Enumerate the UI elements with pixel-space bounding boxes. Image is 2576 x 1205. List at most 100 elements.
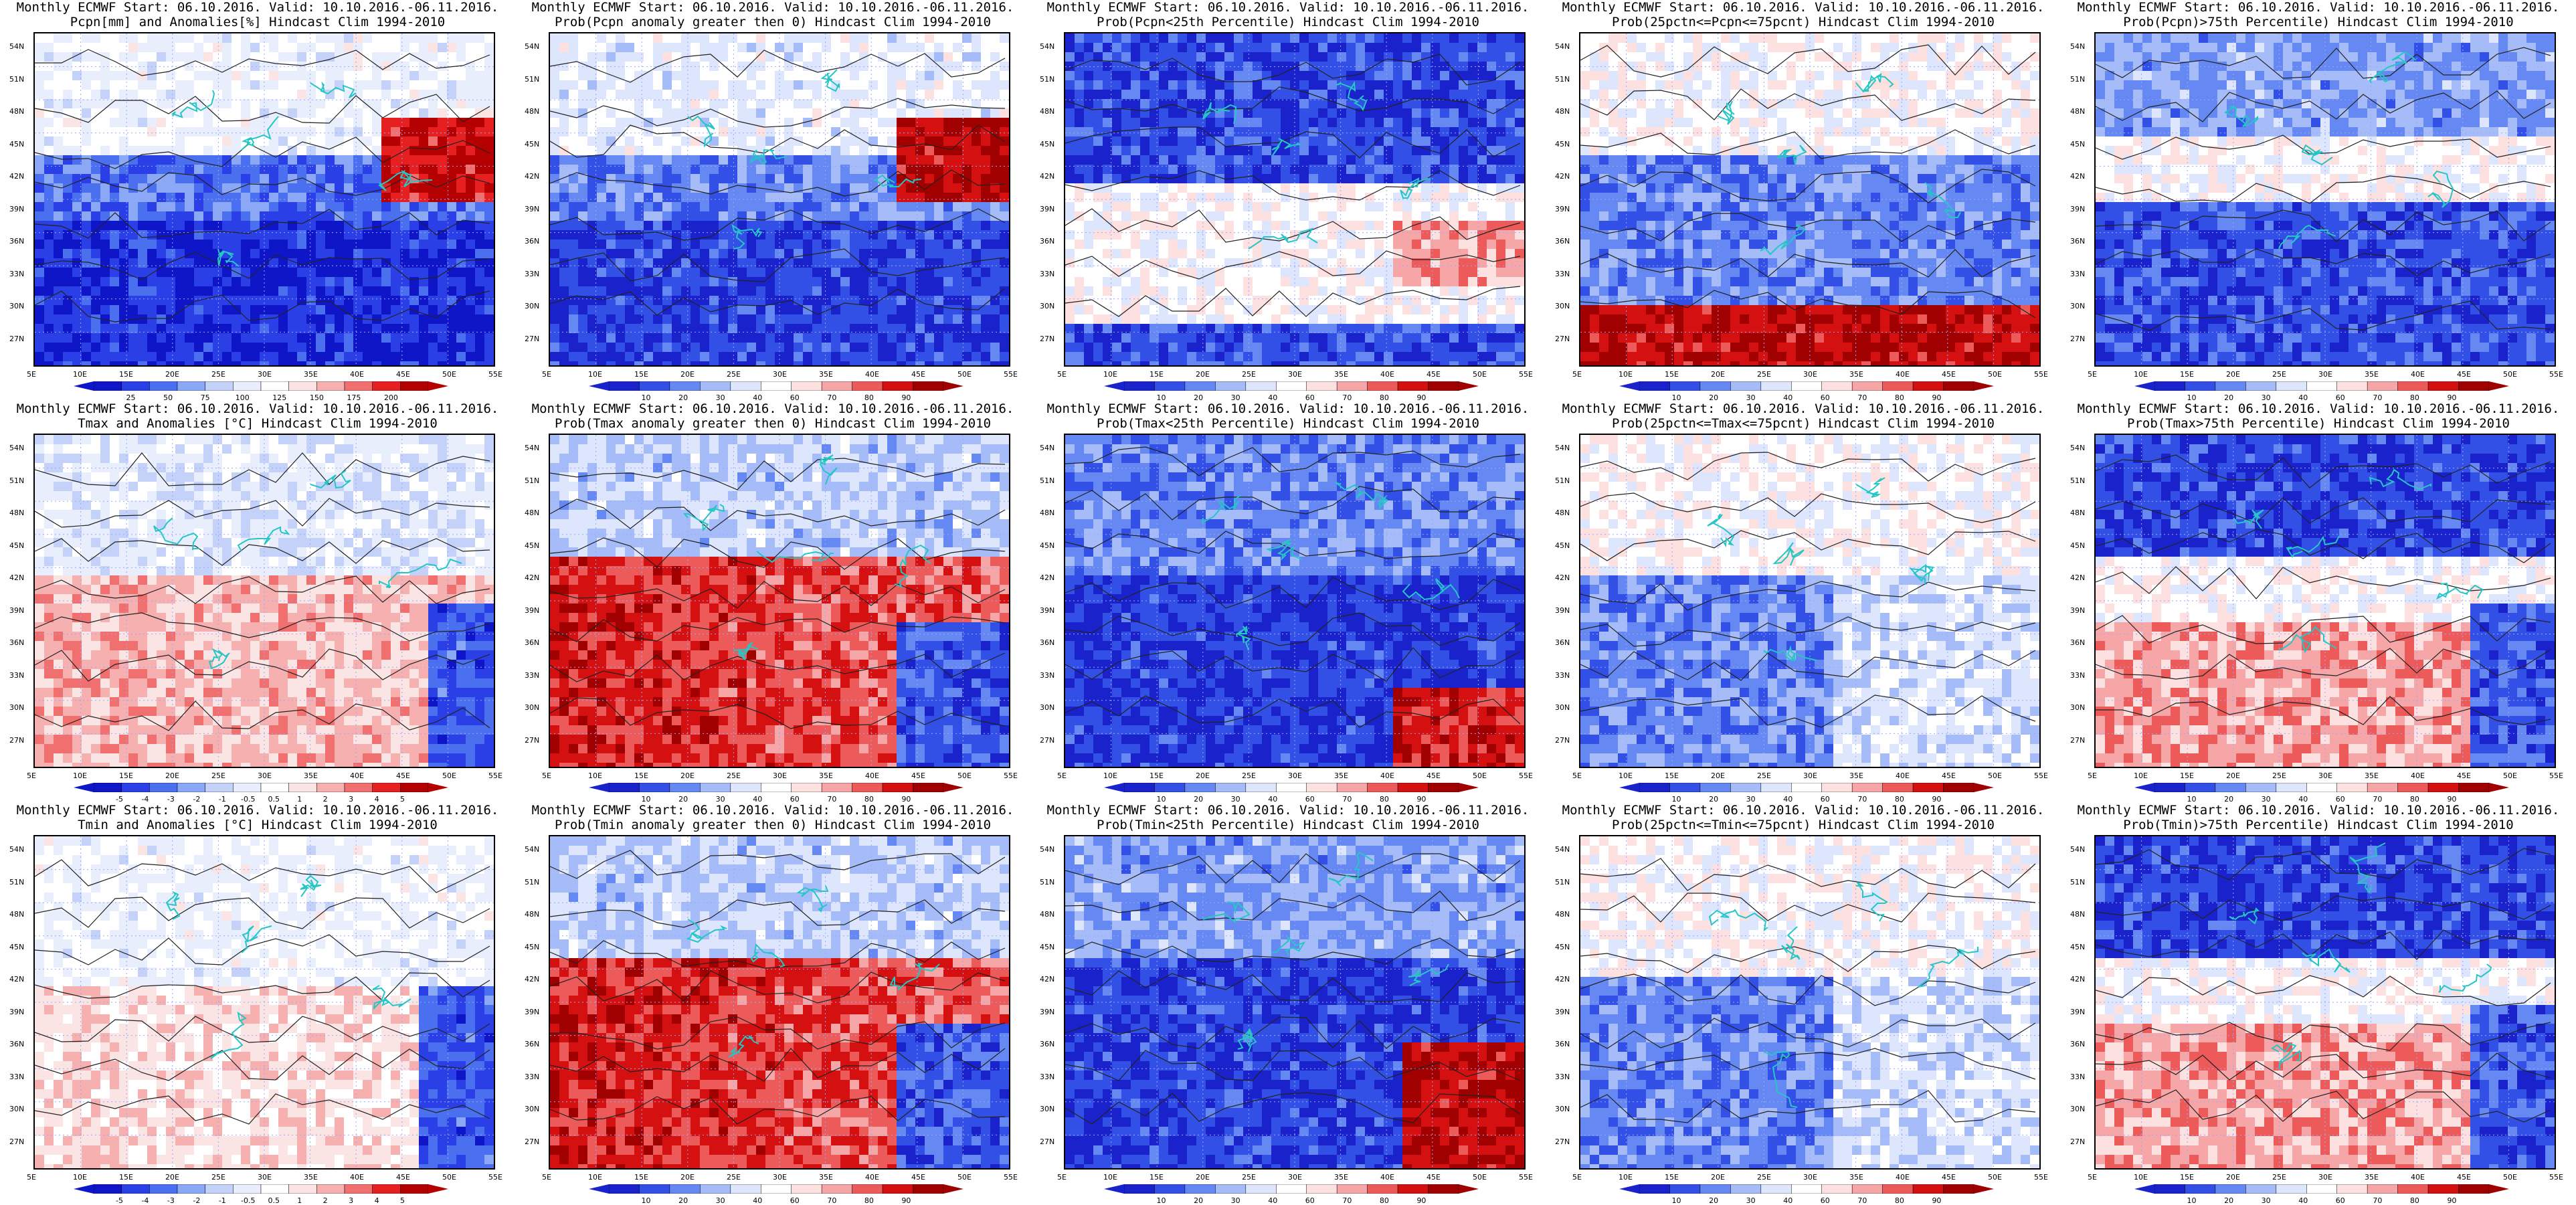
colorbar-swatch	[2428, 381, 2458, 391]
colorbar-high-arrow	[943, 783, 963, 792]
colorbar-swatch	[289, 783, 317, 792]
colorbar-high-arrow	[428, 381, 448, 391]
colorbar-swatch	[1185, 381, 1215, 391]
colorbar-swatch	[2398, 1184, 2428, 1194]
panel-title-line1: Monthly ECMWF Start: 06.10.2016. Valid: …	[1546, 401, 2061, 416]
colorbar-label: 10	[1157, 1196, 1166, 1205]
colorbar-swatch	[1944, 381, 1974, 391]
longitude-label: 25E	[211, 771, 225, 780]
colorbar-swatch	[1429, 1184, 1459, 1194]
colorbar-label: 70	[2373, 1196, 2382, 1205]
panel-title-line2: Prob(Pcpn anomaly greater then 0) Hindca…	[515, 15, 1030, 29]
latitude-label: 45N	[1555, 943, 1570, 951]
longitude-label: 20E	[1196, 1173, 1210, 1182]
latitude-label: 42N	[1040, 573, 1054, 582]
latitude-label: 48N	[9, 107, 24, 116]
colorbar-swatch	[2215, 783, 2245, 792]
panel-title-line2: Prob(Pcpn<25th Percentile) Hindcast Clim…	[1030, 15, 1546, 29]
colorbar-label: 4	[375, 1196, 379, 1205]
latitude-label: 27N	[1040, 335, 1054, 343]
colorbar-swatch	[1185, 1184, 1215, 1194]
colorbar-swatch	[1639, 783, 1669, 792]
longitude-label: 15E	[634, 370, 648, 379]
colorbar-swatch	[261, 381, 289, 391]
panel-title-line1: Monthly ECMWF Start: 06.10.2016. Valid: …	[0, 0, 515, 15]
longitude-label: 45E	[396, 370, 410, 379]
longitude-label: 15E	[119, 1173, 133, 1182]
colorbar-swatch	[670, 381, 700, 391]
latitude-label: 36N	[525, 638, 539, 647]
latitude-label: 54N	[525, 42, 539, 51]
latitude-label: 39N	[1040, 1008, 1054, 1016]
colorbar-swatch	[700, 1184, 730, 1194]
colorbar-low-arrow	[74, 783, 94, 792]
colorbar-label: 60	[790, 1196, 800, 1205]
map-panel: Monthly ECMWF Start: 06.10.2016. Valid: …	[2061, 0, 2576, 401]
colorbar-label: 5	[400, 1196, 405, 1205]
longitude-label: 50E	[1473, 370, 1487, 379]
latitude-label: 30N	[525, 1105, 539, 1113]
latitude-label: 27N	[2070, 736, 2085, 745]
latitude-label: 51N	[1040, 476, 1054, 485]
panel-title-line2: Prob(25pctn<=Tmin<=75pcnt) Hindcast Clim…	[1546, 818, 2061, 832]
longitude-label: 5E	[2088, 1173, 2097, 1182]
longitude-label: 20E	[1711, 1173, 1725, 1182]
colorbar-swatch	[345, 783, 373, 792]
colorbar-label: -0.5	[241, 1196, 255, 1205]
panel-title-line2: Pcpn[mm] and Anomalies[%] Hindcast Clim …	[0, 15, 515, 29]
longitude-label: 10E	[588, 771, 602, 780]
map-area	[33, 835, 495, 1170]
longitude-label: 50E	[442, 771, 456, 780]
colorbar-swatch	[316, 381, 345, 391]
colorbar-swatch	[2337, 381, 2367, 391]
longitude-label: 40E	[2411, 1173, 2425, 1182]
colorbar-swatch	[2245, 783, 2276, 792]
longitude-label: 35E	[1334, 1173, 1348, 1182]
longitude-label: 30E	[258, 771, 272, 780]
longitude-label: 20E	[1711, 370, 1725, 379]
colorbar-swatch	[233, 1184, 261, 1194]
latitude-label: 54N	[1040, 845, 1054, 854]
longitude-label: 50E	[2503, 771, 2517, 780]
colorbar-swatch	[852, 1184, 883, 1194]
colorbar-swatch	[2215, 1184, 2245, 1194]
colorbar-label: -4	[141, 1196, 149, 1205]
longitude-label: 10E	[1619, 370, 1633, 379]
colorbar-swatch	[1791, 381, 1821, 391]
colorbar	[589, 381, 963, 391]
longitude-label: 25E	[1242, 370, 1256, 379]
latitude-label: 27N	[9, 1137, 24, 1146]
panel-title-line1: Monthly ECMWF Start: 06.10.2016. Valid: …	[1546, 0, 2061, 15]
longitude-label: 20E	[165, 1173, 179, 1182]
longitude-label: 10E	[1619, 1173, 1633, 1182]
panel-title-line1: Monthly ECMWF Start: 06.10.2016. Valid: …	[1030, 803, 1546, 818]
colorbar-swatch	[2398, 381, 2428, 391]
colorbar-label: 80	[864, 1196, 874, 1205]
latitude-label: 27N	[1555, 335, 1570, 343]
latitude-label: 39N	[1555, 1008, 1570, 1016]
longitude-label: 5E	[27, 370, 36, 379]
longitude-label: 25E	[211, 1173, 225, 1182]
latitude-label: 39N	[9, 1008, 24, 1016]
colorbar-swatch	[1246, 1184, 1276, 1194]
latitude-label: 36N	[2070, 1040, 2085, 1048]
longitude-label: 5E	[1572, 370, 1582, 379]
colorbar-swatch	[1700, 381, 1730, 391]
latitude-label: 36N	[1040, 638, 1054, 647]
latitude-label: 42N	[2070, 172, 2085, 181]
colorbar-swatch	[2276, 381, 2306, 391]
colorbar-label: 20	[1709, 1196, 1718, 1205]
latitude-label: 48N	[9, 910, 24, 919]
longitude-label: 40E	[350, 771, 364, 780]
latitude-label: 36N	[9, 638, 24, 647]
colorbar-swatch	[2154, 783, 2185, 792]
colorbar-low-arrow	[74, 381, 94, 391]
colorbar	[74, 1184, 448, 1194]
longitude-label: 25E	[1242, 771, 1256, 780]
latitude-label: 30N	[1555, 703, 1570, 712]
latitude-label: 45N	[9, 140, 24, 149]
latitude-label: 54N	[9, 845, 24, 854]
colorbar-swatch	[852, 381, 883, 391]
longitude-label: 40E	[2411, 771, 2425, 780]
latitude-label: 51N	[1040, 75, 1054, 84]
